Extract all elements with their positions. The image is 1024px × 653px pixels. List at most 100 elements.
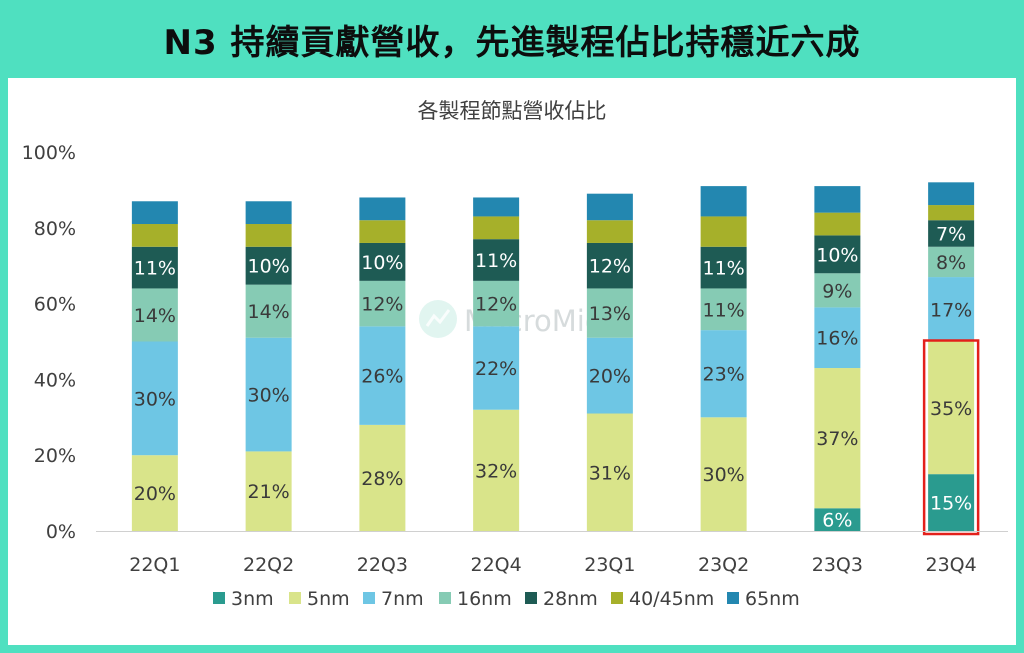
data-label: 22%: [475, 358, 517, 380]
bar-segment-40-45nm: [814, 212, 861, 236]
bar-segment-7nm: [586, 337, 633, 414]
x-tick-label: 22Q4: [471, 554, 522, 576]
x-tick-label: 23Q4: [926, 554, 977, 576]
bar-segment-7nm: [131, 341, 178, 456]
bar-segment-40-45nm: [700, 216, 747, 247]
data-label: 11%: [703, 299, 745, 321]
bar-segment-40-45nm: [359, 220, 406, 243]
bar-segment-28nm: [586, 242, 633, 289]
legend-swatch-40-45nm: [611, 592, 623, 604]
x-tick-label: 23Q2: [698, 554, 749, 576]
bar-segment-7nm: [359, 326, 406, 425]
data-label: 23%: [703, 364, 745, 386]
bar-segment-5nm: [473, 409, 520, 531]
bar-segment-28nm: [131, 246, 178, 289]
data-label: 13%: [589, 303, 631, 325]
bar-segment-5nm: [245, 451, 292, 531]
data-label: 12%: [475, 294, 517, 316]
bar-segment-40-45nm: [928, 205, 975, 221]
bar-segment-5nm: [359, 424, 406, 531]
bar-segment-7nm: [814, 307, 861, 369]
data-label: 31%: [589, 462, 631, 484]
data-label: 28%: [361, 468, 403, 490]
bar-segment-16nm: [700, 288, 747, 331]
bar-segment-40-45nm: [245, 224, 292, 247]
x-tick-label: 23Q1: [584, 554, 635, 576]
bar-segment-16nm: [586, 288, 633, 338]
bar-segment-65nm: [473, 197, 520, 217]
bar-segment-65nm: [814, 186, 861, 213]
bar-segment-16nm: [245, 284, 292, 338]
x-axis: 22Q1 22Q2 22Q3 22Q4 23Q1 23Q2 23Q3 23Q4: [96, 531, 1008, 576]
bar-segment-16nm: [359, 280, 406, 327]
bar-segment-16nm: [131, 288, 178, 342]
bar-segment-65nm: [700, 186, 747, 217]
bar-segment-5nm: [131, 455, 178, 531]
data-label: 30%: [134, 388, 176, 410]
legend-swatch-7nm: [363, 592, 375, 604]
legend-swatch-3nm: [213, 592, 225, 604]
bar-segment-5nm: [700, 417, 747, 531]
bar-segment-65nm: [131, 201, 178, 225]
bars: 20% 30% 14% 11% 21% 30% 14% 10% 28% 26% 12% 10% 32% 2…: [131, 182, 980, 536]
y-tick-label: 20%: [34, 445, 76, 467]
highlight-box: [922, 339, 980, 536]
data-label: 11%: [475, 250, 517, 272]
data-label: 12%: [589, 256, 631, 278]
data-label: 20%: [134, 483, 176, 505]
legend-label: 5nm: [307, 588, 350, 610]
bar-segment-16nm: [928, 246, 975, 278]
bar-segment-3nm: [814, 508, 861, 531]
data-label: 7%: [936, 223, 966, 245]
data-label: 8%: [936, 252, 966, 274]
legend-label: 3nm: [231, 588, 274, 610]
y-tick-label: 0%: [46, 521, 76, 543]
bar-segment-40-45nm: [131, 224, 178, 247]
bar-segment-5nm: [928, 341, 975, 475]
data-label: 30%: [248, 385, 290, 407]
chart-title: 各製程節點營收佔比: [418, 99, 607, 123]
data-label: 26%: [361, 366, 403, 388]
bar-segment-40-45nm: [473, 216, 520, 240]
data-label: 10%: [248, 256, 290, 278]
legend: 3nm 5nm 7nm 16nm 28nm 40/45nm 65nm: [213, 588, 800, 610]
banner: N3 持續貢獻營收，先進製程佔比持穩近六成: [0, 0, 1024, 78]
banner-title: N3 持續貢獻營收，先進製程佔比持穩近六成: [163, 22, 861, 63]
data-label: 6%: [822, 510, 852, 532]
legend-swatch-5nm: [289, 592, 301, 604]
bar-segment-28nm: [928, 220, 975, 247]
data-label: 20%: [589, 366, 631, 388]
bar-segment-7nm: [473, 326, 520, 410]
legend-label: 7nm: [381, 588, 424, 610]
data-label: 32%: [475, 460, 517, 482]
data-label: 10%: [816, 244, 858, 266]
data-label: 16%: [816, 328, 858, 350]
y-tick-label: 100%: [22, 142, 76, 164]
stacked-bar-chart: MacroMicro 各製程節點營收佔比 0%20%40%60%80%100% …: [22, 99, 1008, 610]
bar-segment-28nm: [700, 246, 747, 289]
data-label: 11%: [703, 258, 745, 280]
legend-label: 65nm: [745, 588, 800, 610]
bar-segment-65nm: [928, 182, 975, 206]
bar-segment-7nm: [928, 277, 975, 342]
data-label: 9%: [822, 280, 852, 302]
bar-segment-28nm: [359, 242, 406, 281]
bar-segment-65nm: [245, 201, 292, 225]
y-axis: 0% 20% 40% 60% 80% 100%: [22, 142, 76, 543]
data-label: 11%: [134, 258, 176, 280]
x-tick-label: 23Q3: [812, 554, 863, 576]
legend-swatch-65nm: [727, 592, 739, 604]
watermark-logo-line: [425, 309, 451, 327]
legend-label: 28nm: [543, 588, 598, 610]
legend-label: 16nm: [457, 588, 512, 610]
legend-label: 40/45nm: [629, 588, 714, 610]
y-tick-label: 60%: [34, 294, 76, 316]
x-tick-label: 22Q1: [129, 554, 180, 576]
x-tick-label: 22Q3: [357, 554, 408, 576]
data-label: 35%: [930, 398, 972, 420]
bar-segment-5nm: [814, 368, 861, 509]
bar-segment-28nm: [245, 246, 292, 285]
bar-segment-16nm: [473, 280, 520, 327]
bar-segment-65nm: [586, 193, 633, 221]
bar-segment-28nm: [814, 235, 861, 274]
